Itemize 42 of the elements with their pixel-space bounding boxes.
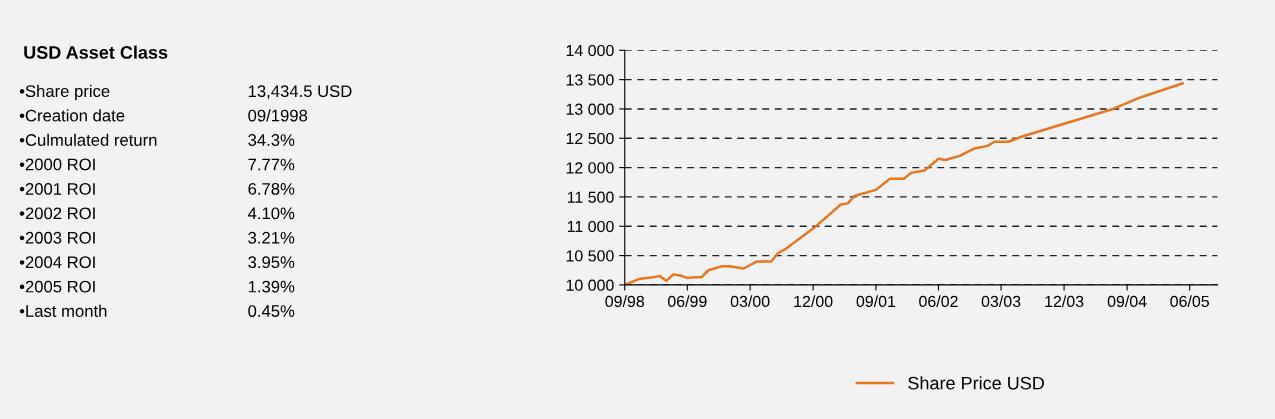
line-series: [624, 82, 1184, 285]
x-tick-label: 06/02: [919, 295, 958, 308]
legend-label: Share Price USD: [908, 376, 1044, 390]
text: •Culmulated return: [19, 133, 157, 146]
x-tick-label: 06/99: [667, 295, 707, 308]
text: •2004 ROI: [19, 256, 95, 269]
x-tick-label: 09/01: [856, 295, 896, 308]
x-tick-label: 06/05: [1170, 295, 1209, 308]
y-tick-label: 10 000: [566, 279, 614, 291]
text: •2003 ROI: [19, 231, 95, 244]
text: •Share price: [19, 84, 110, 101]
text: •Last month: [19, 304, 107, 317]
x-tick-label: 03/03: [981, 295, 1021, 308]
x-tick-label: 09/98: [605, 295, 645, 308]
text: 6.78%: [248, 182, 295, 195]
text: 7.77%: [248, 158, 295, 171]
text: 1.39%: [248, 280, 295, 293]
y-tick-label: 13 500: [566, 74, 614, 86]
text: 0.45%: [248, 305, 295, 317]
text: •2000 ROI: [19, 158, 95, 171]
text: •2002 ROI: [19, 207, 95, 220]
text: •Creation date: [19, 109, 125, 122]
text: 3.21%: [248, 231, 295, 244]
x-tick-label: 12/03: [1045, 295, 1084, 308]
y-tick-label: 10 500: [566, 250, 614, 262]
y-tick-label: 11 500: [567, 191, 614, 203]
y-tick-label: 12 500: [566, 132, 614, 145]
text: 13,434.5 USD: [248, 85, 352, 100]
x-tick-label: 12/00: [794, 295, 833, 308]
text: •2005 ROI: [19, 280, 95, 293]
text: 4.10%: [247, 207, 295, 220]
text: 3.95%: [248, 256, 295, 269]
y-tick-label: 13 000: [566, 103, 614, 115]
text: •2001 ROI: [19, 182, 95, 195]
text: 09/1998: [248, 109, 308, 122]
y-tick-label: 12 000: [566, 162, 614, 174]
y-tick-label: 14 000: [566, 44, 614, 57]
text: 34.3%: [248, 134, 295, 146]
text: USD Asset Class: [24, 45, 168, 59]
y-tick-label: 11 000: [567, 220, 614, 233]
x-tick-label: 09/04: [1107, 295, 1147, 308]
x-tick-label: 03/00: [730, 295, 770, 308]
